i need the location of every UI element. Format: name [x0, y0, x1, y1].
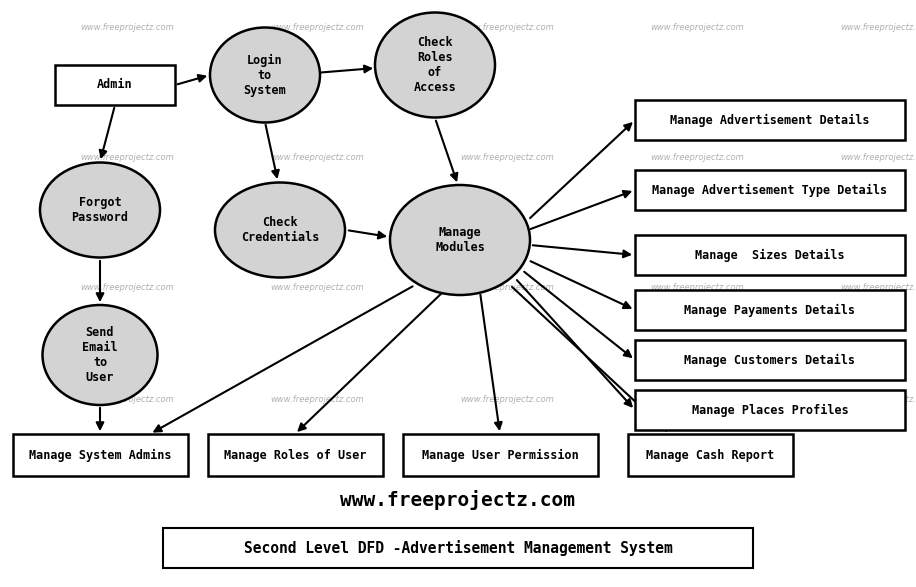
Text: www.freeprojectz.com: www.freeprojectz.com: [80, 153, 174, 162]
Text: Manage
Modules: Manage Modules: [435, 226, 485, 254]
Text: www.freeprojectz.com: www.freeprojectz.com: [80, 283, 174, 292]
Text: www.freeprojectz.com: www.freeprojectz.com: [460, 153, 554, 162]
Text: Manage Places Profiles: Manage Places Profiles: [692, 403, 848, 417]
Text: www.freeprojectz.com: www.freeprojectz.com: [341, 490, 575, 510]
Text: www.freeprojectz.com: www.freeprojectz.com: [840, 283, 916, 292]
Text: Manage Advertisement Details: Manage Advertisement Details: [671, 113, 870, 127]
Bar: [208, 434, 383, 476]
Text: www.freeprojectz.com: www.freeprojectz.com: [460, 23, 554, 32]
Ellipse shape: [375, 12, 495, 117]
Text: Manage Cash Report: Manage Cash Report: [646, 448, 774, 461]
Bar: [635, 170, 905, 210]
Text: www.freeprojectz.com: www.freeprojectz.com: [840, 23, 916, 32]
Ellipse shape: [40, 163, 160, 258]
Bar: [402, 434, 597, 476]
Ellipse shape: [390, 185, 530, 295]
Text: Manage Roles of User: Manage Roles of User: [224, 448, 366, 461]
Bar: [635, 290, 905, 330]
Text: Admin: Admin: [97, 79, 133, 92]
Bar: [13, 434, 188, 476]
Text: www.freeprojectz.com: www.freeprojectz.com: [650, 395, 744, 404]
Text: Second Level DFD -Advertisement Management System: Second Level DFD -Advertisement Manageme…: [244, 540, 672, 556]
Text: Manage System Admins: Manage System Admins: [28, 448, 171, 461]
Text: www.freeprojectz.com: www.freeprojectz.com: [270, 23, 364, 32]
Bar: [55, 65, 175, 105]
Text: www.freeprojectz.com: www.freeprojectz.com: [460, 395, 554, 404]
Ellipse shape: [42, 305, 158, 405]
Bar: [635, 390, 905, 430]
Text: Manage User Permission: Manage User Permission: [421, 448, 578, 461]
Text: Manage Customers Details: Manage Customers Details: [684, 353, 856, 366]
Text: www.freeprojectz.com: www.freeprojectz.com: [270, 153, 364, 162]
Text: www.freeprojectz.com: www.freeprojectz.com: [460, 283, 554, 292]
Ellipse shape: [210, 28, 320, 123]
Bar: [163, 528, 753, 568]
Text: www.freeprojectz.com: www.freeprojectz.com: [650, 283, 744, 292]
Text: www.freeprojectz.com: www.freeprojectz.com: [270, 283, 364, 292]
Text: www.freeprojectz.com: www.freeprojectz.com: [80, 395, 174, 404]
Text: www.freeprojectz.com: www.freeprojectz.com: [840, 153, 916, 162]
Text: Forgot
Password: Forgot Password: [71, 196, 128, 224]
Bar: [627, 434, 792, 476]
Text: www.freeprojectz.com: www.freeprojectz.com: [650, 23, 744, 32]
Text: www.freeprojectz.com: www.freeprojectz.com: [270, 395, 364, 404]
Text: Send
Email
to
User: Send Email to User: [82, 326, 118, 384]
Text: www.freeprojectz.com: www.freeprojectz.com: [80, 23, 174, 32]
Text: Manage Payaments Details: Manage Payaments Details: [684, 303, 856, 316]
Text: Check
Roles
of
Access: Check Roles of Access: [414, 36, 456, 94]
Text: Manage Advertisement Type Details: Manage Advertisement Type Details: [652, 184, 888, 197]
Text: www.freeprojectz.com: www.freeprojectz.com: [650, 153, 744, 162]
Text: Manage  Sizes Details: Manage Sizes Details: [695, 248, 845, 262]
Text: Login
to
System: Login to System: [244, 53, 287, 96]
Text: www.freeprojectz.com: www.freeprojectz.com: [840, 395, 916, 404]
Bar: [635, 100, 905, 140]
Bar: [635, 340, 905, 380]
Text: Check
Credentials: Check Credentials: [241, 216, 319, 244]
Ellipse shape: [215, 183, 345, 278]
Bar: [635, 235, 905, 275]
